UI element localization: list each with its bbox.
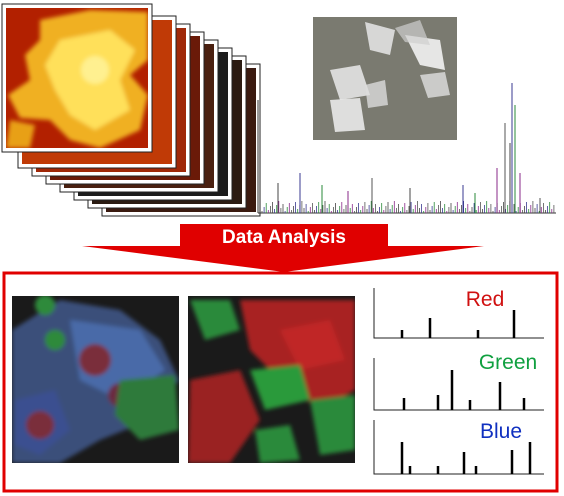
front-map-image — [1, 3, 153, 153]
result-box — [2, 271, 559, 493]
analysis-arrow — [82, 224, 484, 272]
image-stack — [1, 3, 261, 217]
arrow-label: Data Analysis — [222, 227, 346, 248]
spectrum-red — [373, 288, 544, 339]
mass-spectrum — [257, 83, 556, 214]
crystal-photo — [313, 17, 457, 140]
spectrum-label-blue: Blue — [479, 420, 523, 443]
composite-map-rg — [188, 296, 355, 463]
spectrum-green — [373, 358, 544, 411]
spectrum-blue — [373, 420, 544, 475]
spectrum-label-red: Red — [465, 288, 505, 311]
spectrum-label-green: Green — [478, 351, 538, 374]
composite-map-rgb — [12, 296, 179, 463]
